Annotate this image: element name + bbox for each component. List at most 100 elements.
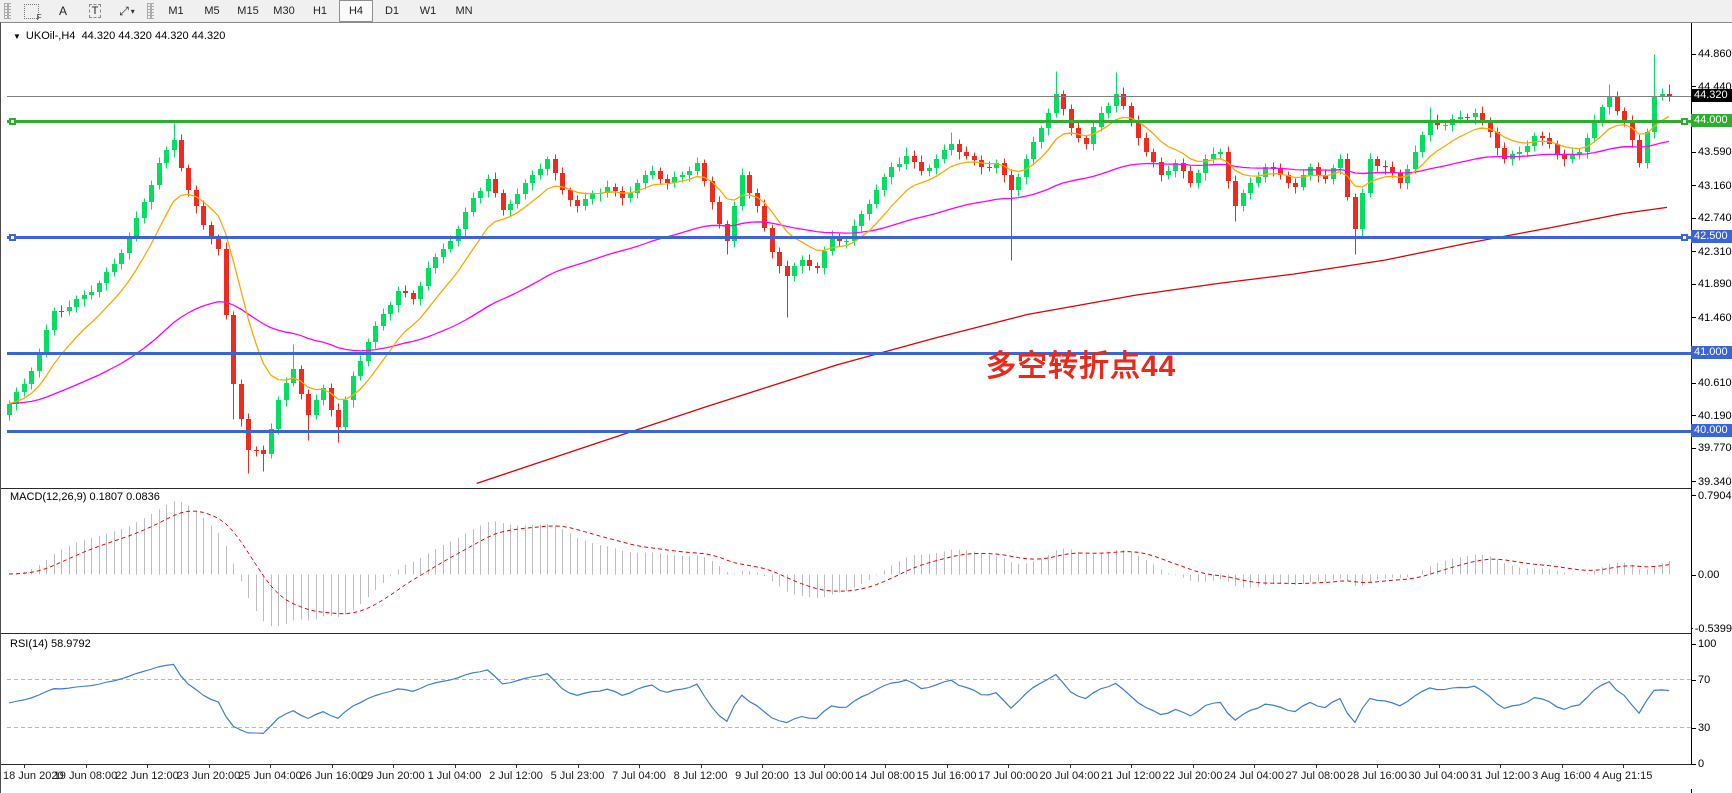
date-label: 9 Jul 20:00: [735, 770, 789, 782]
panel-separator[interactable]: [1, 633, 1732, 634]
rsi-axis-label: 100: [1692, 638, 1732, 650]
price-level-badge: 40.000: [1691, 423, 1732, 437]
date-tick: [208, 765, 210, 768]
price-tick-label: 44.860: [1692, 48, 1732, 60]
date-tick: [1623, 765, 1624, 768]
chart-window: ▼ UKOil-,H4 44.320 44.320 44.320 44.320 M…: [0, 22, 1732, 793]
date-label: 1 Jul 04:00: [427, 770, 482, 782]
toolbar: F A T ⤢ ▾ M1 M5 M15 M30 H1 H4 D1 W1 MN: [0, 0, 1732, 23]
date-tick: [393, 765, 394, 768]
date-label: 5 Jul 23:00: [550, 770, 605, 782]
date-label: 13 Jul 00:00: [793, 770, 854, 782]
date-axis[interactable]: 18 Jun 2020 19 Jun 08:00 22 Jun 12:00 23 Ju…: [1, 765, 1732, 789]
timeframe-button-h1[interactable]: H1: [312, 5, 328, 17]
date-label: 29 Jun 20:00: [361, 770, 425, 782]
date-tick: [24, 765, 25, 768]
date-label: 25 Jun 04:00: [238, 770, 302, 782]
price-tick-label: 43.160: [1692, 180, 1732, 192]
date-label: 23 Jun 20:00: [176, 770, 241, 782]
date-tick: [1069, 765, 1071, 768]
date-tick: [1315, 765, 1317, 768]
panel-separator: [1, 764, 1732, 765]
date-label: 14 Jul 08:00: [855, 770, 915, 782]
date-tick: [1438, 765, 1440, 768]
price-tick-label: 39.770: [1692, 442, 1732, 454]
timeframe-button-m30[interactable]: M30: [273, 5, 295, 17]
letter-a-icon: A: [58, 4, 67, 18]
date-label: 17 Jul 00:00: [978, 770, 1038, 782]
rsi-axis-label: 70: [1692, 674, 1732, 686]
text-label-tool-button[interactable]: A: [47, 1, 79, 21]
chart-text-annotation[interactable]: 多空转折点44: [986, 350, 1177, 383]
text-box-tool-button[interactable]: T: [79, 1, 111, 21]
timeframe-button-w1[interactable]: W1: [419, 5, 437, 17]
price-tick-label: 41.890: [1692, 278, 1732, 290]
date-label: 30 Jul 04:00: [1408, 770, 1469, 782]
price-axis-column[interactable]: [1691, 23, 1732, 793]
price-tick-label: 40.610: [1692, 377, 1732, 389]
timeframe-button-d1[interactable]: D1: [384, 5, 400, 17]
rsi-panel-canvas[interactable]: [7, 635, 1691, 764]
macd-axis-label: 0.7904: [1692, 490, 1732, 502]
date-tick: [1008, 765, 1009, 768]
diagonal-arrows-icon: ⤢: [119, 3, 129, 18]
date-tick: [1377, 765, 1378, 768]
date-label: 19 Jun 08:00: [53, 770, 118, 782]
date-label: 26 Jun 16:00: [299, 770, 364, 782]
date-tick: [823, 765, 825, 768]
price-tick-label: 42.310: [1692, 246, 1732, 258]
date-tick: [85, 765, 87, 768]
date-label: 28 Jul 16:00: [1347, 770, 1407, 782]
rsi-indicator-label: RSI(14) 58.9792: [10, 638, 91, 650]
crosshair-grid-icon: F: [23, 3, 42, 22]
timeframe-button-m5[interactable]: M5: [204, 5, 220, 17]
price-level-badge: 41.000: [1691, 346, 1732, 360]
chart-title: ▼ UKOil-,H4 44.320 44.320 44.320 44.320: [13, 30, 225, 42]
price-tick-label: 42.740: [1692, 212, 1732, 224]
boxed-t-icon: T: [88, 4, 102, 18]
macd-axis-label: 0.00: [1692, 569, 1732, 581]
date-tick: [147, 765, 148, 768]
date-tick: [1561, 765, 1563, 768]
date-label: 22 Jun 12:00: [115, 770, 179, 782]
date-tick: [516, 765, 517, 768]
date-label: 24 Jul 04:00: [1224, 770, 1284, 782]
ohlc-quotes: 44.320 44.320 44.320 44.320: [81, 30, 226, 42]
date-label: 15 Jul 16:00: [916, 770, 977, 782]
date-tick: [1192, 765, 1194, 768]
date-tick: [454, 765, 456, 768]
price-level-badge: 42.500: [1691, 229, 1732, 243]
timeframe-bar-grip[interactable]: [147, 3, 154, 19]
toolbar-drag-grip[interactable]: [4, 3, 11, 19]
drawing-tools-button[interactable]: ⤢ ▾: [111, 1, 143, 21]
chevron-down-icon: ▾: [130, 6, 135, 16]
rsi-axis-label: 0: [1692, 758, 1732, 770]
date-label: 31 Jul 12:00: [1470, 770, 1530, 782]
date-label: 4 Aug 21:15: [1593, 770, 1653, 782]
date-tick: [639, 765, 640, 768]
date-label: 27 Jul 08:00: [1285, 770, 1346, 782]
date-tick: [1131, 765, 1132, 768]
date-tick: [577, 765, 579, 768]
timeframe-button-m1[interactable]: M1: [168, 5, 184, 17]
price-tick-label: 43.590: [1692, 146, 1732, 158]
current-price-badge: 44.320: [1691, 88, 1732, 102]
crosshair-tool-button[interactable]: F: [15, 1, 47, 22]
date-tick: [270, 765, 271, 768]
date-tick: [331, 765, 333, 768]
date-label: 22 Jul 20:00: [1162, 770, 1223, 782]
timeframe-button-mn[interactable]: MN: [455, 5, 473, 17]
price-chart-canvas[interactable]: [7, 24, 1691, 488]
timeframe-button-group: M1 M5 M15 M30 H1 H4 D1 W1 MN: [158, 0, 482, 22]
rsi-axis-label: 30: [1692, 722, 1732, 734]
date-label: 8 Jul 12:00: [673, 770, 728, 782]
macd-panel-canvas[interactable]: [7, 489, 1691, 633]
date-tick: [885, 765, 886, 768]
panel-separator[interactable]: [1, 488, 1732, 489]
chart-dropdown-icon[interactable]: ▼: [13, 32, 21, 41]
timeframe-button-h4[interactable]: H4: [339, 0, 373, 22]
timeframe-button-m15[interactable]: M15: [237, 5, 259, 17]
date-label: 20 Jul 04:00: [1039, 770, 1100, 782]
date-label: 2 Jul 12:00: [489, 770, 543, 782]
